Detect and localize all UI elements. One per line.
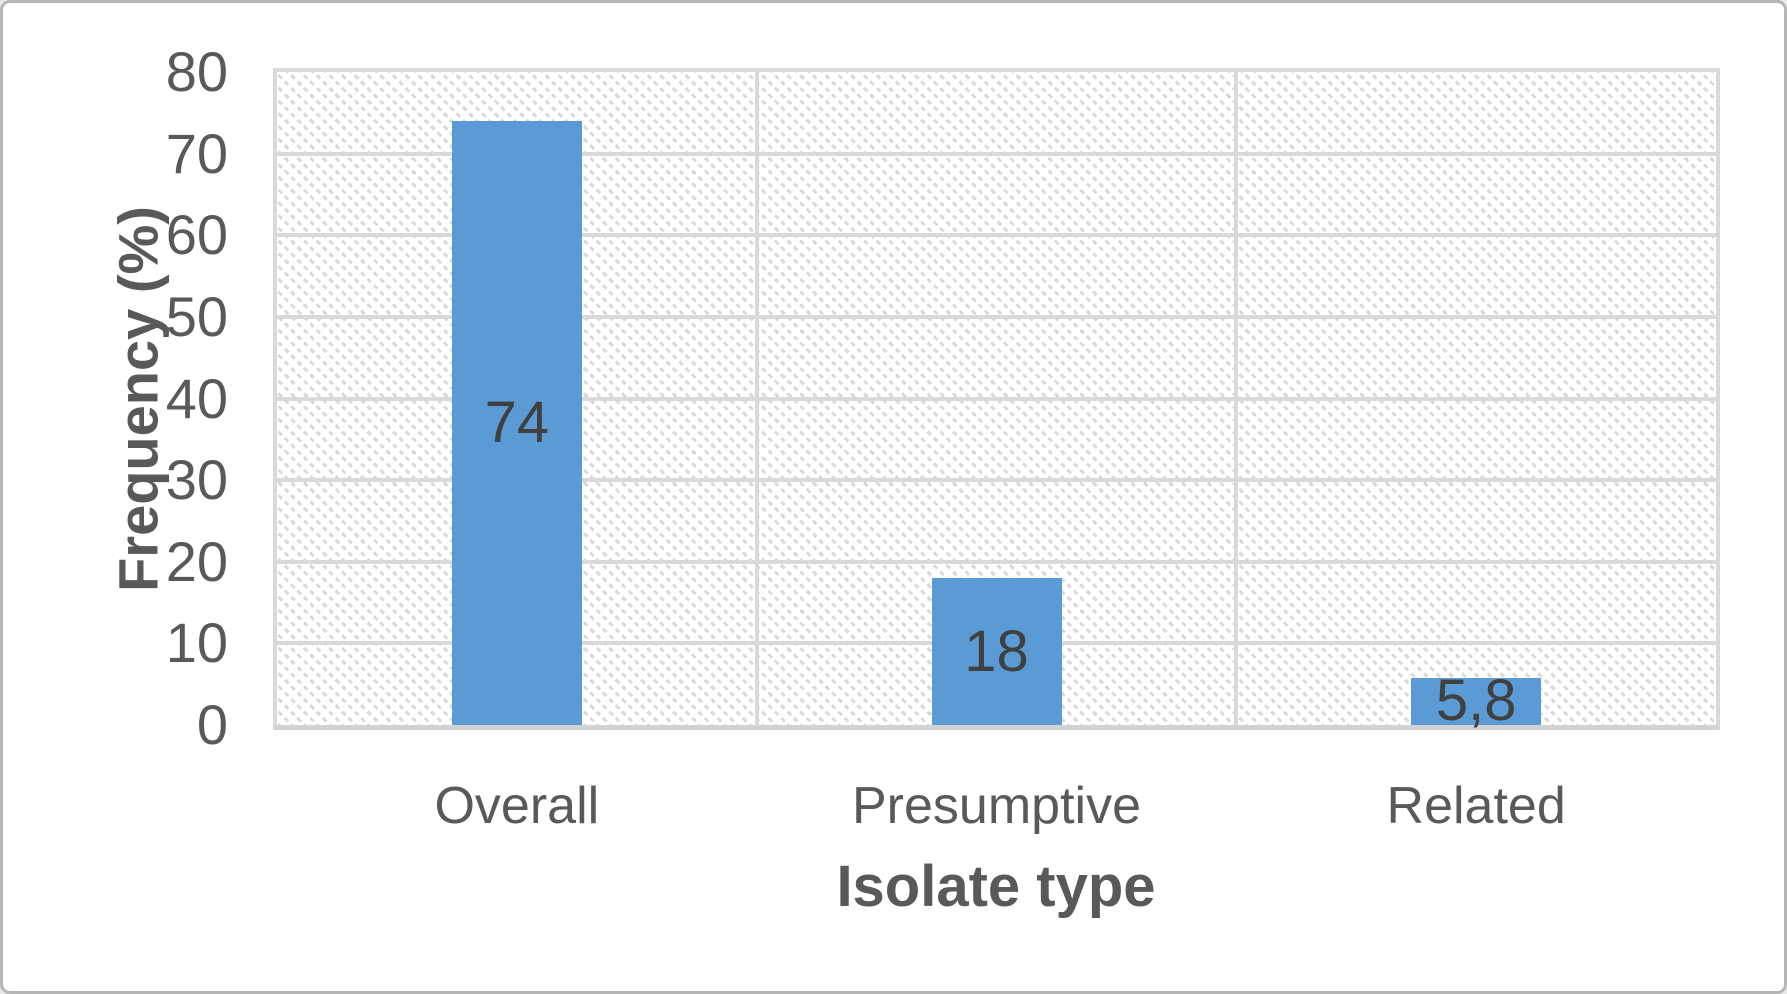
bar-value-label: 18 bbox=[964, 618, 1029, 684]
gridline-vertical bbox=[754, 72, 759, 725]
gridline-horizontal bbox=[277, 314, 1716, 319]
gridline-vertical bbox=[1234, 72, 1239, 725]
bar-overall: 74 bbox=[451, 120, 582, 725]
gridline-horizontal bbox=[277, 233, 1716, 238]
bar-presumptive: 18 bbox=[931, 578, 1062, 725]
gridline-horizontal bbox=[277, 559, 1716, 564]
y-tick-label: 50 bbox=[165, 284, 228, 348]
x-category-label: Presumptive bbox=[852, 777, 1141, 835]
y-tick-label: 60 bbox=[165, 203, 228, 267]
y-tick-label: 0 bbox=[196, 693, 228, 756]
bar-related: 5,8 bbox=[1411, 672, 1542, 730]
gridline-horizontal bbox=[277, 151, 1716, 156]
x-category-label: Overall bbox=[434, 777, 600, 835]
x-category-label: Related bbox=[1386, 777, 1566, 835]
gridline-horizontal bbox=[277, 478, 1716, 483]
y-tick-label: 80 bbox=[165, 40, 228, 103]
y-tick-label: 30 bbox=[165, 448, 228, 512]
y-tick-label: 20 bbox=[165, 529, 228, 593]
bar-value-label: 74 bbox=[484, 389, 550, 455]
y-tick-label: 10 bbox=[165, 611, 228, 675]
plot-area: 74 18 5,8 bbox=[273, 68, 1720, 730]
gridline-horizontal bbox=[277, 396, 1716, 401]
y-tick-label: 40 bbox=[165, 366, 228, 430]
x-axis-title: Isolate type bbox=[836, 854, 1156, 919]
y-tick-label: 70 bbox=[165, 121, 228, 185]
bar-value-label: 5,8 bbox=[1435, 668, 1517, 734]
